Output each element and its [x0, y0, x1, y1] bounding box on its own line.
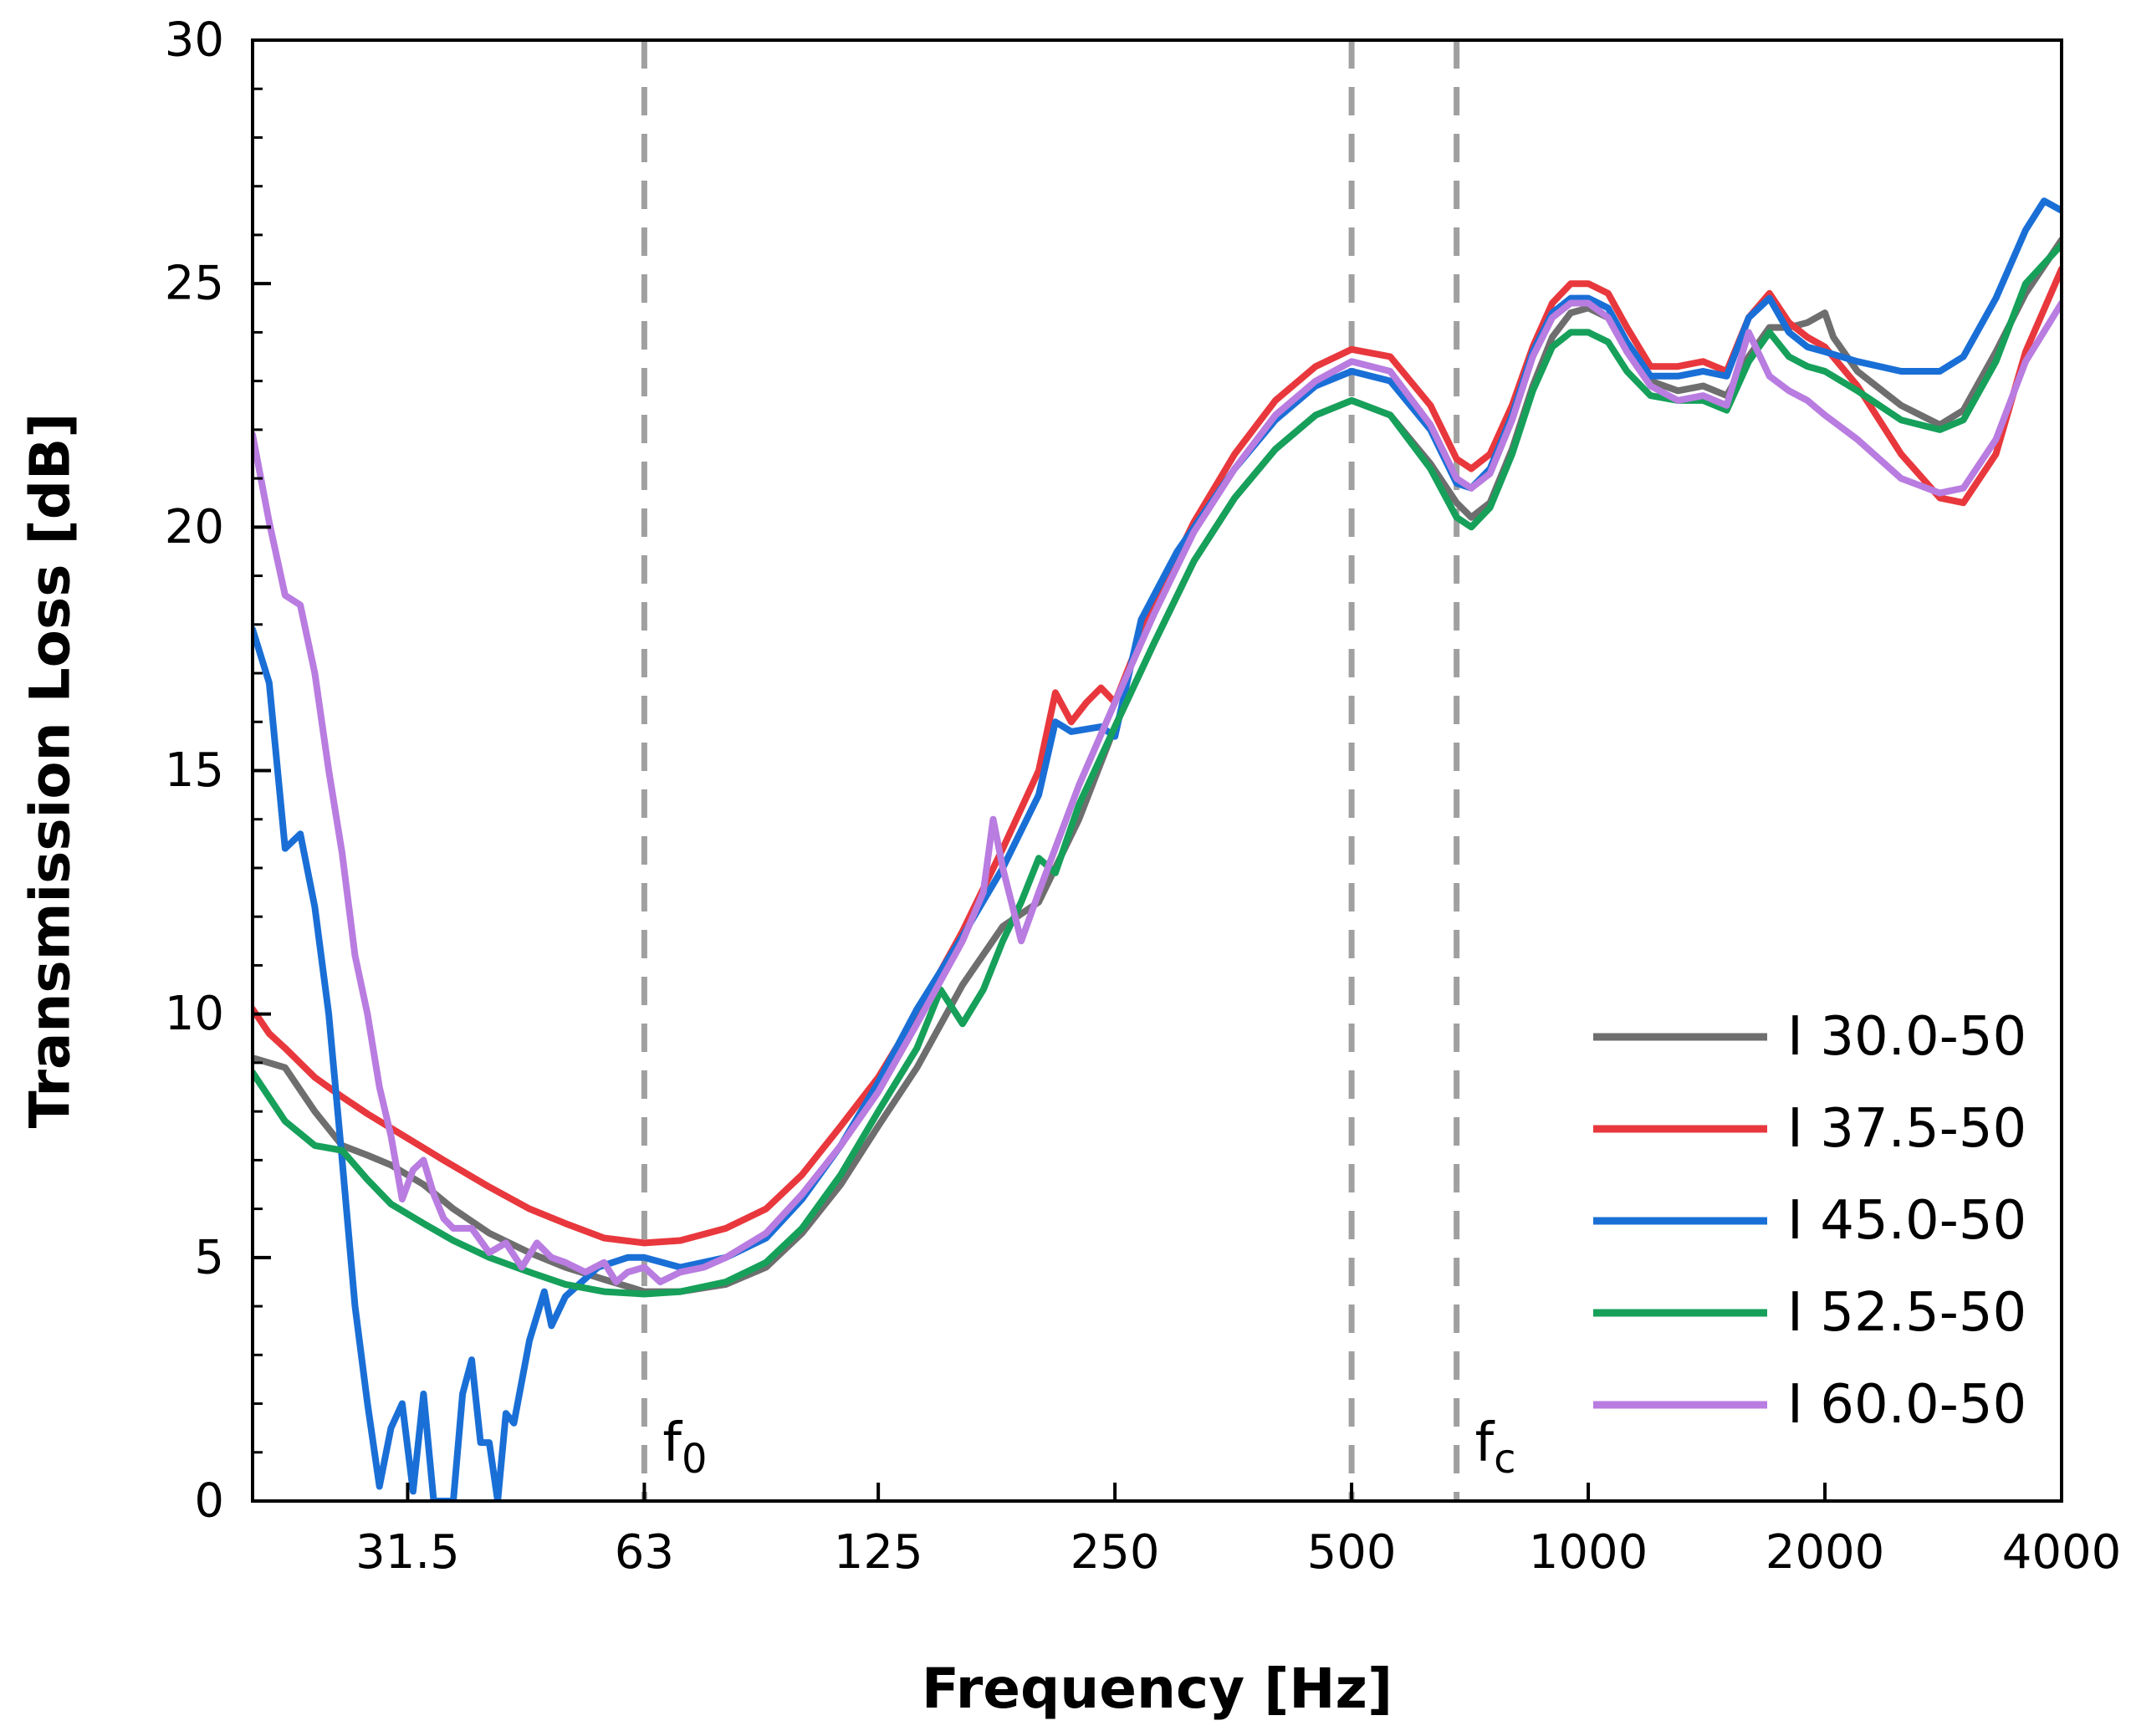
x-axis-ticks: 31.5 63 125 250 500 1000 2000 4000: [355, 1483, 2121, 1580]
series-line: [253, 241, 2062, 1298]
x-tick-label: 4000: [2002, 1525, 2122, 1580]
x-tick-label: 2000: [1766, 1525, 1885, 1580]
y-tick-label: 0: [194, 1474, 224, 1529]
y-tick-label: 20: [165, 500, 224, 554]
series-line: [253, 197, 2062, 1501]
y-tick-label: 15: [165, 743, 224, 798]
legend-label: I 45.0-50: [1787, 1190, 2026, 1252]
y-axis-ticks: 0 5 10 15 20 25 30: [165, 13, 271, 1529]
y-tick-label: 5: [194, 1230, 224, 1284]
reference-lines: f0 fc: [641, 40, 1516, 1501]
x-tick-label: 1000: [1529, 1525, 1648, 1580]
reference-line-label: f0: [662, 1412, 707, 1483]
y-tick-label: 25: [165, 257, 224, 311]
series-line: [253, 299, 2062, 1285]
reference-line-label: fc: [1475, 1412, 1516, 1483]
x-axis-title: Frequency [Hz]: [922, 1657, 1393, 1721]
legend-label: I 52.5-50: [1787, 1282, 2026, 1344]
y-tick-label: 30: [165, 13, 224, 68]
legend-label: I 37.5-50: [1787, 1098, 2026, 1160]
y-tick-label: 10: [165, 987, 224, 1041]
legend-label: I 30.0-50: [1787, 1006, 2026, 1068]
x-tick-label: 500: [1307, 1525, 1397, 1580]
x-tick-label: 31.5: [355, 1525, 460, 1580]
x-tick-label: 250: [1071, 1525, 1160, 1580]
series-lines: [253, 197, 2062, 1501]
legend: I 30.0-50 I 37.5-50 I 45.0-50 I 52.5-50 I 60…: [1593, 1006, 2026, 1436]
y-axis-title: Transmission Loss [dB]: [18, 413, 83, 1129]
x-tick-label: 125: [834, 1525, 923, 1580]
legend-label: I 60.0-50: [1787, 1374, 2026, 1436]
x-tick-label: 63: [615, 1525, 674, 1580]
